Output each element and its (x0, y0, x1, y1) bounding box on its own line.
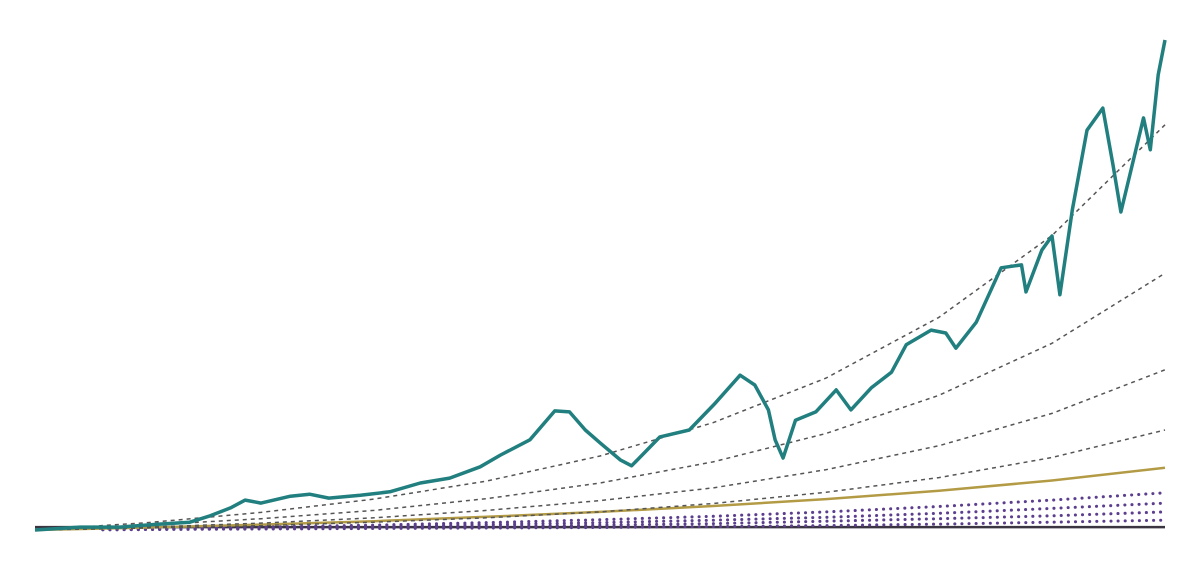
series-line (34, 466, 1166, 532)
series-line (101, 491, 1167, 531)
series-line (34, 369, 1166, 531)
series-line (34, 124, 1166, 531)
series-line (34, 429, 1166, 531)
series-line (34, 272, 1166, 531)
series-line (34, 39, 1167, 532)
